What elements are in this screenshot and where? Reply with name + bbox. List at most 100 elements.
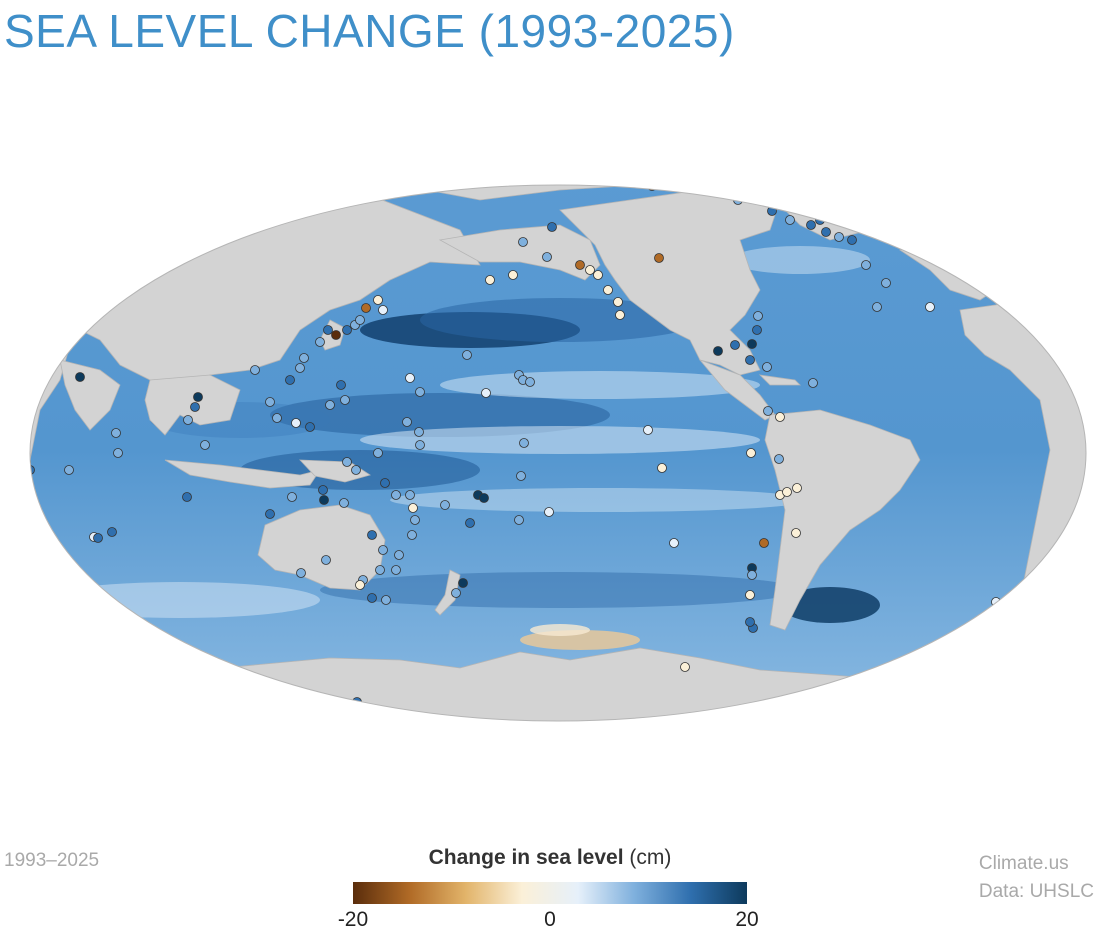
tide-gauge-marker	[361, 303, 371, 313]
legend-unit: (cm)	[629, 846, 672, 869]
sea-level-map	[0, 170, 1100, 730]
legend-gradient-rect	[353, 882, 747, 904]
tide-gauge-marker	[615, 310, 625, 320]
tide-gauge-marker	[872, 302, 882, 312]
tide-gauge-marker	[745, 617, 755, 627]
tide-gauge-marker	[295, 363, 305, 373]
tide-gauge-marker	[182, 492, 192, 502]
tide-gauge-marker	[722, 187, 732, 197]
tide-gauge-marker	[514, 515, 524, 525]
tide-gauge-marker	[352, 697, 362, 707]
tide-gauge-marker	[319, 495, 329, 505]
tide-gauge-marker	[643, 425, 653, 435]
source-data: Data: UHSLC	[978, 881, 1094, 902]
tide-gauge-marker	[296, 568, 306, 578]
tide-gauge-marker	[881, 278, 891, 288]
tide-gauge-marker	[342, 457, 352, 467]
tide-gauge-marker	[462, 350, 472, 360]
land-south-america	[764, 409, 921, 631]
legend-mid-label: 0	[544, 908, 556, 931]
tide-gauge-marker	[669, 538, 679, 548]
legend-title: Change in sea level (cm)	[330, 846, 770, 870]
tide-gauge-marker	[362, 187, 372, 197]
tide-gauge-marker	[414, 427, 424, 437]
tide-gauge-marker	[613, 297, 623, 307]
tide-gauge-marker	[64, 465, 74, 475]
tide-gauge-marker	[391, 565, 401, 575]
tide-gauge-marker	[745, 355, 755, 365]
tide-gauge-marker	[479, 493, 489, 503]
tide-gauge-marker	[394, 550, 404, 560]
tide-gauge-marker	[265, 509, 275, 519]
tide-gauge-marker	[547, 222, 557, 232]
tide-gauge-marker	[200, 440, 210, 450]
tide-gauge-marker	[380, 478, 390, 488]
tide-gauge-marker	[183, 415, 193, 425]
land-indonesia	[164, 459, 321, 489]
tide-gauge-marker	[516, 471, 526, 481]
land-new-zealand	[434, 569, 461, 616]
tide-gauge-marker	[585, 265, 595, 275]
land-antarctica	[30, 647, 1086, 721]
tide-gauge-marker	[806, 220, 816, 230]
tide-gauge-marker	[834, 232, 844, 242]
tide-gauge-stations	[30, 185, 1001, 707]
tide-gauge-marker	[331, 330, 341, 340]
tide-gauge-marker	[193, 392, 203, 402]
tide-gauge-marker	[861, 260, 871, 270]
page-title: SEA LEVEL CHANGE (1993-2025)	[4, 5, 735, 57]
tide-gauge-marker	[355, 580, 365, 590]
globe	[30, 185, 1086, 721]
tide-gauge-marker	[381, 595, 391, 605]
land-new-guinea	[299, 459, 371, 483]
tide-gauge-marker	[440, 500, 450, 510]
tide-gauge-marker	[415, 387, 425, 397]
tide-gauge-marker	[339, 498, 349, 508]
tide-gauge-marker	[305, 422, 315, 432]
tide-gauge-marker	[518, 237, 528, 247]
tide-gauge-marker	[375, 565, 385, 575]
tide-gauge-marker	[351, 465, 361, 475]
land-caribbean	[758, 374, 801, 386]
tide-gauge-marker	[111, 428, 121, 438]
tide-gauge-marker	[318, 485, 328, 495]
tide-gauge-marker	[485, 275, 495, 285]
tide-gauge-marker	[325, 400, 335, 410]
tide-gauge-marker	[730, 340, 740, 350]
tide-gauge-marker	[519, 438, 529, 448]
tide-gauge-marker	[593, 270, 603, 280]
source-brand: Climate.us	[978, 853, 1069, 874]
tide-gauge-marker	[113, 448, 123, 458]
legend-min-label: -20	[337, 908, 369, 931]
tide-gauge-marker	[451, 588, 461, 598]
tide-gauge-marker	[402, 417, 412, 427]
tide-gauge-marker	[759, 538, 769, 548]
tide-gauge-marker	[367, 593, 377, 603]
tide-gauge-marker	[821, 227, 831, 237]
tide-gauge-marker	[746, 448, 756, 458]
tide-gauge-marker	[75, 372, 85, 382]
tide-gauge-marker	[925, 302, 935, 312]
tide-gauge-marker	[654, 253, 664, 263]
tide-gauge-marker	[752, 325, 762, 335]
tide-gauge-marker	[415, 440, 425, 450]
tide-gauge-marker	[782, 487, 792, 497]
tide-gauge-marker	[745, 590, 755, 600]
tide-gauge-marker	[680, 662, 690, 672]
tide-gauge-marker	[657, 463, 667, 473]
tide-gauge-marker	[405, 373, 415, 383]
tide-gauge-marker	[391, 490, 401, 500]
tide-gauge-marker	[93, 533, 103, 543]
tide-gauge-marker	[378, 305, 388, 315]
tide-gauge-marker	[774, 454, 784, 464]
tide-gauge-marker	[753, 311, 763, 321]
tide-gauge-marker	[323, 325, 333, 335]
tide-gauge-marker	[575, 260, 585, 270]
tide-gauge-marker	[405, 490, 415, 500]
tide-gauge-marker	[342, 325, 352, 335]
tide-gauge-marker	[373, 448, 383, 458]
tide-gauge-marker	[315, 337, 325, 347]
tide-gauge-marker	[272, 413, 282, 423]
tide-gauge-marker	[285, 375, 295, 385]
tide-gauge-marker	[408, 503, 418, 513]
